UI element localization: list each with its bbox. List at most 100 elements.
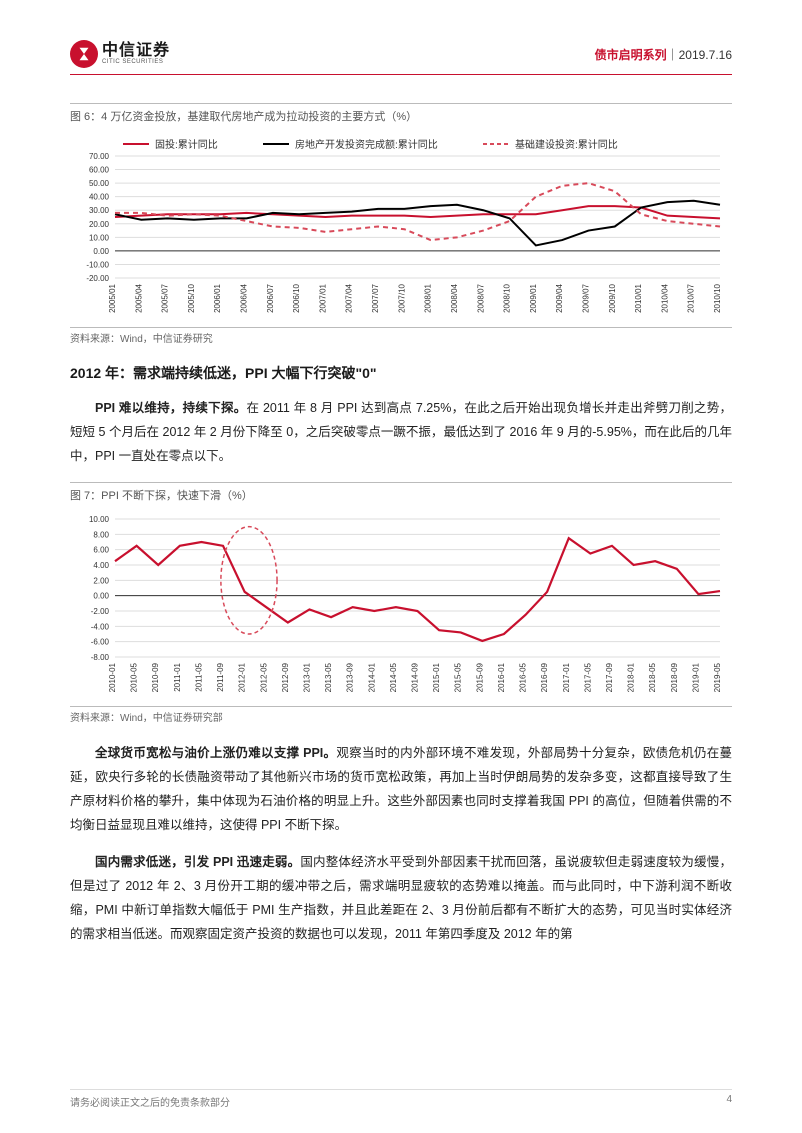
svg-text:2016-09: 2016-09 <box>540 663 549 693</box>
svg-text:60.00: 60.00 <box>89 166 110 175</box>
chart7-source: 资料来源：Wind，中信证券研究部 <box>70 709 732 724</box>
section-heading: 2012 年：需求端持续低迷，PPI 大幅下行突破"0" <box>70 363 732 383</box>
svg-text:2006/07: 2006/07 <box>266 283 275 312</box>
svg-text:2007/04: 2007/04 <box>345 283 354 312</box>
svg-text:2005/01: 2005/01 <box>108 283 117 312</box>
svg-text:2006/04: 2006/04 <box>240 283 249 312</box>
svg-text:2006/10: 2006/10 <box>292 283 301 312</box>
svg-text:2007/10: 2007/10 <box>397 283 406 312</box>
svg-text:2010-05: 2010-05 <box>130 663 139 693</box>
svg-text:8.00: 8.00 <box>93 531 109 540</box>
svg-text:2015-05: 2015-05 <box>454 663 463 693</box>
svg-text:2008/10: 2008/10 <box>503 283 512 312</box>
svg-text:2.00: 2.00 <box>93 577 109 586</box>
svg-text:2009/07: 2009/07 <box>581 283 590 312</box>
svg-text:2015-09: 2015-09 <box>475 663 484 693</box>
svg-text:2005/10: 2005/10 <box>187 283 196 312</box>
svg-text:房地产开发投资完成额:累计同比: 房地产开发投资完成额:累计同比 <box>295 138 438 151</box>
svg-text:-2.00: -2.00 <box>91 607 110 616</box>
svg-text:-8.00: -8.00 <box>91 653 110 662</box>
svg-text:2009/10: 2009/10 <box>608 283 617 312</box>
footer-disclaimer: 请务必阅读正文之后的免责条款部分 <box>70 1094 230 1109</box>
svg-text:2011-01: 2011-01 <box>173 663 182 692</box>
chart7: -8.00 -6.00 -4.00 -2.00 0.00 2.00 4.00 6.00 8.00… <box>70 509 732 707</box>
svg-text:50.00: 50.00 <box>89 179 110 188</box>
header-meta: 债市启明系列｜2019.7.16 <box>595 46 732 63</box>
svg-text:-6.00: -6.00 <box>91 638 110 647</box>
logo: 中信证券 CITIC SECURITIES <box>70 40 170 68</box>
svg-text:2005/07: 2005/07 <box>161 283 170 312</box>
svg-text:6.00: 6.00 <box>93 546 109 555</box>
svg-text:2010/04: 2010/04 <box>660 283 669 312</box>
svg-text:-4.00: -4.00 <box>91 623 110 632</box>
series-name: 债市启明系列 <box>595 48 667 62</box>
svg-text:30.00: 30.00 <box>89 206 110 215</box>
svg-text:2018-01: 2018-01 <box>627 663 636 693</box>
svg-text:2017-05: 2017-05 <box>583 663 592 693</box>
svg-text:2016-01: 2016-01 <box>497 663 506 693</box>
svg-text:2010/10: 2010/10 <box>713 283 722 312</box>
svg-text:2010/07: 2010/07 <box>687 283 696 312</box>
svg-text:固投:累计同比: 固投:累计同比 <box>155 138 218 151</box>
svg-text:2014-09: 2014-09 <box>411 663 420 693</box>
logo-text-en: CITIC SECURITIES <box>102 59 170 65</box>
svg-text:0.00: 0.00 <box>93 592 109 601</box>
svg-text:2011-09: 2011-09 <box>216 663 225 692</box>
svg-text:2017-09: 2017-09 <box>605 663 614 693</box>
svg-text:2013-05: 2013-05 <box>324 663 333 693</box>
svg-text:2008/07: 2008/07 <box>476 283 485 312</box>
svg-text:2019-05: 2019-05 <box>713 663 722 693</box>
logo-text-cn: 中信证券 <box>102 43 170 59</box>
svg-text:10.00: 10.00 <box>89 233 110 242</box>
svg-text:2008/04: 2008/04 <box>450 283 459 312</box>
svg-text:2007/01: 2007/01 <box>318 283 327 312</box>
svg-text:40.00: 40.00 <box>89 193 110 202</box>
svg-text:-10.00: -10.00 <box>86 260 109 269</box>
svg-text:2017-01: 2017-01 <box>562 663 571 693</box>
svg-text:2012-09: 2012-09 <box>281 663 290 693</box>
svg-text:2005/04: 2005/04 <box>134 283 143 312</box>
svg-text:2013-09: 2013-09 <box>346 663 355 693</box>
svg-text:-20.00: -20.00 <box>86 274 109 283</box>
svg-text:2018-05: 2018-05 <box>648 663 657 693</box>
svg-text:20.00: 20.00 <box>89 220 110 229</box>
svg-text:2009/04: 2009/04 <box>555 283 564 312</box>
svg-text:2014-05: 2014-05 <box>389 663 398 693</box>
page-header: 中信证券 CITIC SECURITIES 债市启明系列｜2019.7.16 <box>70 40 732 68</box>
svg-text:4.00: 4.00 <box>93 561 109 570</box>
svg-text:2010/01: 2010/01 <box>634 283 643 312</box>
svg-text:2018-09: 2018-09 <box>670 663 679 693</box>
paragraph-2: 全球货币宽松与油价上涨仍难以支撑 PPI。观察当时的内外部环境不难发现，外部局势… <box>70 742 732 837</box>
svg-text:2010-09: 2010-09 <box>151 663 160 693</box>
svg-text:10.00: 10.00 <box>89 515 110 524</box>
svg-text:2010-01: 2010-01 <box>108 663 117 693</box>
chart6: 固投:累计同比 房地产开发投资完成额:累计同比 基础建设投资:累计同比 -20.00 -… <box>70 130 732 328</box>
chart7-title: 图 7：PPI 不断下探，快速下滑（%） <box>70 482 732 503</box>
svg-text:2012-05: 2012-05 <box>259 663 268 693</box>
svg-text:2016-05: 2016-05 <box>519 663 528 693</box>
report-date: 2019.7.16 <box>679 48 732 62</box>
chart6-svg: 固投:累计同比 房地产开发投资完成额:累计同比 基础建设投资:累计同比 -20.00 -… <box>70 130 730 320</box>
chart6-title: 图 6：4 万亿资金投放，基建取代房地产成为拉动投资的主要方式（%） <box>70 103 732 124</box>
svg-text:2008/01: 2008/01 <box>424 283 433 312</box>
paragraph-1: PPI 难以维持，持续下探。在 2011 年 8 月 PPI 达到高点 7.25… <box>70 397 732 468</box>
svg-text:2006/01: 2006/01 <box>213 283 222 312</box>
chart6-source: 资料来源：Wind，中信证券研究 <box>70 330 732 345</box>
svg-text:70.00: 70.00 <box>89 152 110 161</box>
svg-text:2019-01: 2019-01 <box>691 663 700 693</box>
page-footer: 请务必阅读正文之后的免责条款部分 4 <box>70 1089 732 1109</box>
svg-text:基础建设投资:累计同比: 基础建设投资:累计同比 <box>515 138 618 151</box>
page-number: 4 <box>726 1094 732 1109</box>
paragraph-3: 国内需求低迷，引发 PPI 迅速走弱。国内整体经济水平受到外部因素干扰而回落，虽… <box>70 851 732 946</box>
svg-text:2013-01: 2013-01 <box>302 663 311 693</box>
svg-text:0.00: 0.00 <box>93 247 109 256</box>
svg-text:2011-05: 2011-05 <box>194 663 203 692</box>
logo-mark-icon <box>70 40 98 68</box>
svg-text:2015-01: 2015-01 <box>432 663 441 693</box>
header-divider <box>70 74 732 75</box>
svg-text:2009/01: 2009/01 <box>529 283 538 312</box>
svg-text:2012-01: 2012-01 <box>238 663 247 693</box>
svg-text:2007/07: 2007/07 <box>371 283 380 312</box>
svg-text:2014-01: 2014-01 <box>367 663 376 693</box>
chart7-svg: -8.00 -6.00 -4.00 -2.00 0.00 2.00 4.00 6.00 8.00… <box>70 509 730 699</box>
